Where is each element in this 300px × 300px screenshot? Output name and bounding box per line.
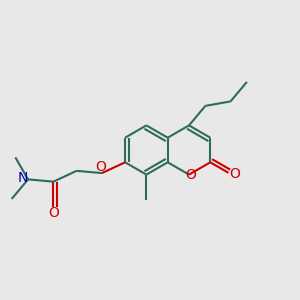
Text: O: O (95, 160, 106, 174)
Text: O: O (185, 168, 196, 182)
Text: O: O (49, 206, 59, 220)
Text: O: O (229, 167, 240, 181)
Text: N: N (17, 171, 28, 185)
